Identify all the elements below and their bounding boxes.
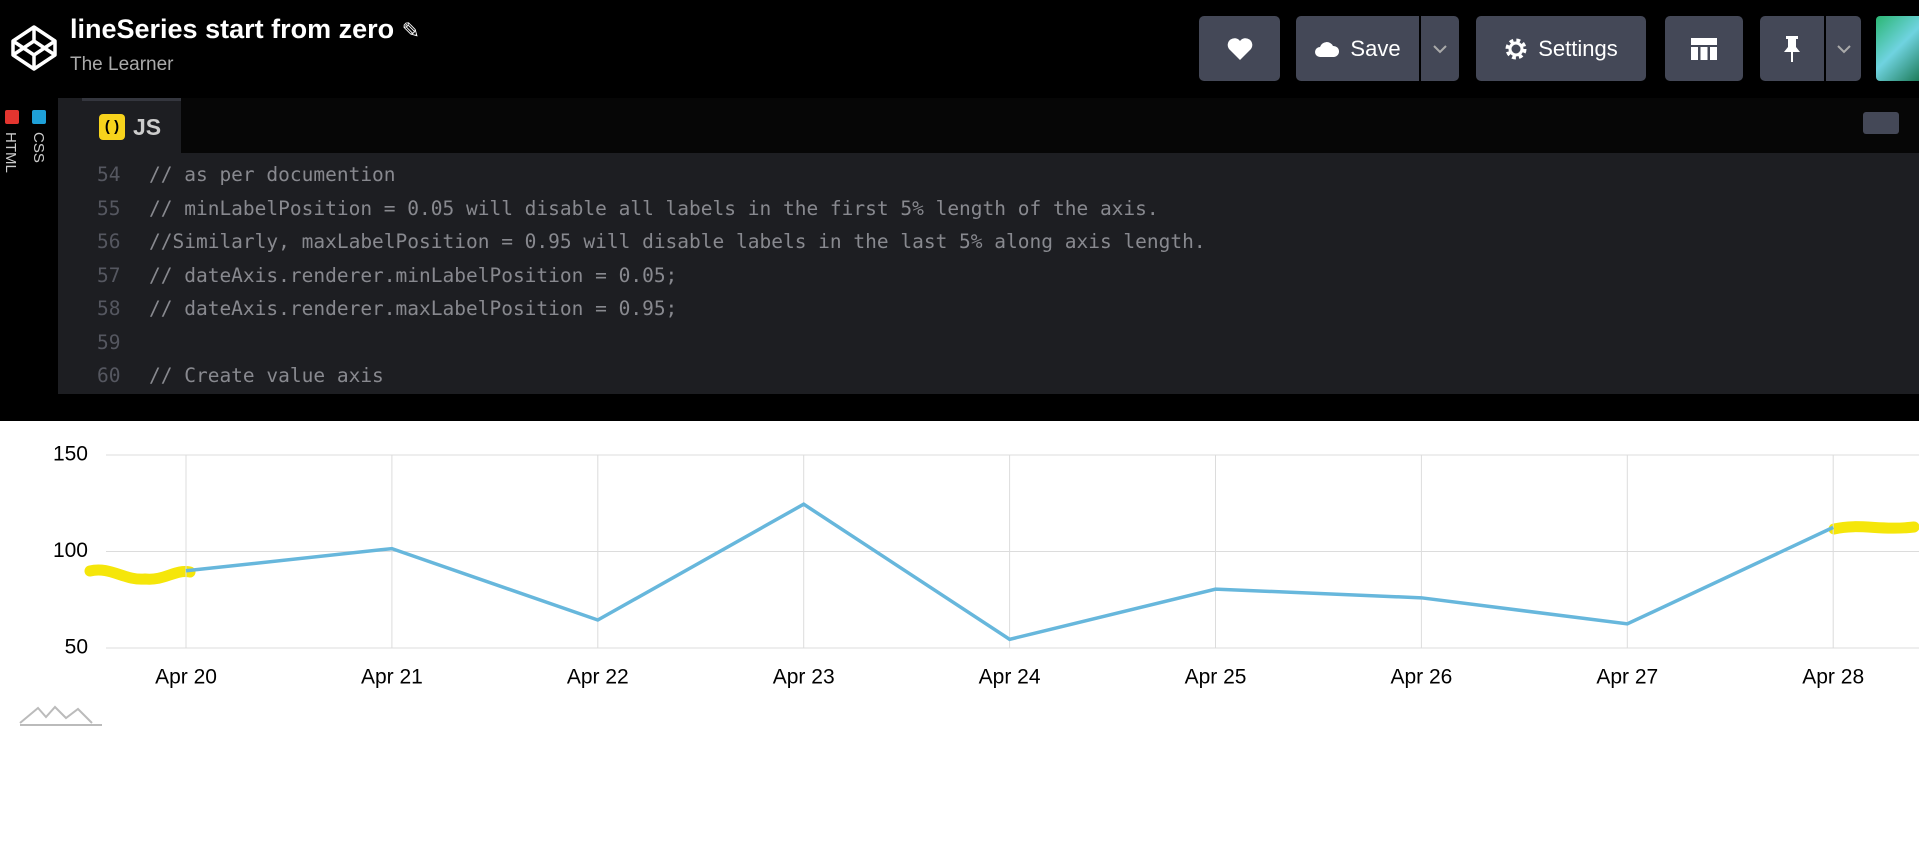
y-tick-label: 100 (53, 539, 88, 562)
y-tick-label: 50 (65, 636, 88, 659)
chart-logo (19, 705, 102, 726)
layout-button[interactable] (1665, 16, 1743, 81)
x-tick-label: Apr 22 (567, 666, 629, 689)
layout-icon (1691, 37, 1717, 60)
code-line: //Similarly, maxLabelPosition = 0.95 wil… (149, 230, 1206, 253)
x-tick-label: Apr 27 (1596, 666, 1658, 689)
line-number: 56 (97, 230, 121, 253)
html-tab[interactable]: HTML (2, 132, 19, 173)
pin-button[interactable] (1760, 16, 1824, 81)
y-tick-label: 150 (53, 443, 88, 466)
code-line: // dateAxis.renderer.maxLabelPosition = … (149, 297, 678, 320)
line-number: 60 (97, 364, 121, 387)
title-text: lineSeries start from zero (70, 14, 395, 44)
x-tick-label: Apr 24 (979, 666, 1041, 689)
pin-icon (1784, 35, 1800, 62)
line-number: 55 (97, 196, 121, 220)
x-tick-label: Apr 21 (361, 666, 423, 689)
editor-settings[interactable] (1863, 112, 1899, 134)
side-panel: HTML CSS (0, 98, 58, 394)
avatar[interactable] (1876, 16, 1919, 81)
pin-dropdown[interactable] (1826, 16, 1861, 81)
line-number: 54 (97, 163, 121, 186)
chevron (1836, 44, 1851, 53)
gear-icon (1505, 38, 1527, 59)
line-number: 58 (97, 297, 121, 320)
edit-icon[interactable]: ✎ (401, 18, 421, 43)
highlight (84, 564, 196, 585)
line-number: 57 (97, 263, 121, 287)
cloud-icon (1315, 41, 1340, 57)
heart-icon (1227, 37, 1252, 60)
x-tick-label: Apr 20 (155, 666, 217, 689)
save-button[interactable]: Save (1296, 16, 1419, 81)
html-icon (5, 110, 19, 124)
author: The Learner (70, 54, 174, 75)
code-line: // minLabelPosition = 0.05 will disable … (149, 196, 1159, 220)
header: lineSeries start from zero ✎ The Learner… (0, 0, 1919, 98)
settings-label: Settings (1538, 35, 1618, 61)
css-tab[interactable]: CSS (30, 132, 47, 163)
heart-button[interactable] (1199, 16, 1280, 81)
chart: 50 100 150 Apr 20 Apr 21 Apr 22 Apr 23 Apr 24 Ap… (19, 443, 1919, 726)
code-line: // Create value axis (149, 364, 384, 387)
save-dropdown[interactable] (1421, 16, 1459, 81)
resizer (0, 394, 1919, 421)
x-tick-label: Apr 28 (1802, 666, 1864, 689)
editor: HTML CSS ( ) JS 54 // as per documention 55… (0, 98, 1919, 394)
code-line: // as per documention (149, 163, 396, 186)
js-label: JS (133, 113, 162, 140)
save-label: Save (1350, 35, 1401, 61)
js-tab[interactable]: ( ) JS (82, 98, 181, 153)
settings-button[interactable]: Settings (1476, 16, 1646, 81)
tab-bar: ( ) JS (82, 98, 1919, 153)
css-icon (32, 110, 46, 124)
line-number: 59 (97, 330, 121, 354)
x-tick-label: Apr 26 (1390, 666, 1452, 689)
line-series (185, 502, 1834, 642)
highlight (1828, 521, 1919, 535)
js-icon: ( ) (99, 114, 125, 140)
code-line: // dateAxis.renderer.minLabelPosition = … (149, 263, 678, 287)
x-tick-label: Apr 25 (1185, 666, 1247, 689)
chevron (1433, 44, 1447, 53)
x-tick-label: Apr 23 (773, 666, 835, 689)
logo[interactable] (10, 24, 58, 72)
pen-title: lineSeries start from zero ✎ (70, 14, 420, 45)
